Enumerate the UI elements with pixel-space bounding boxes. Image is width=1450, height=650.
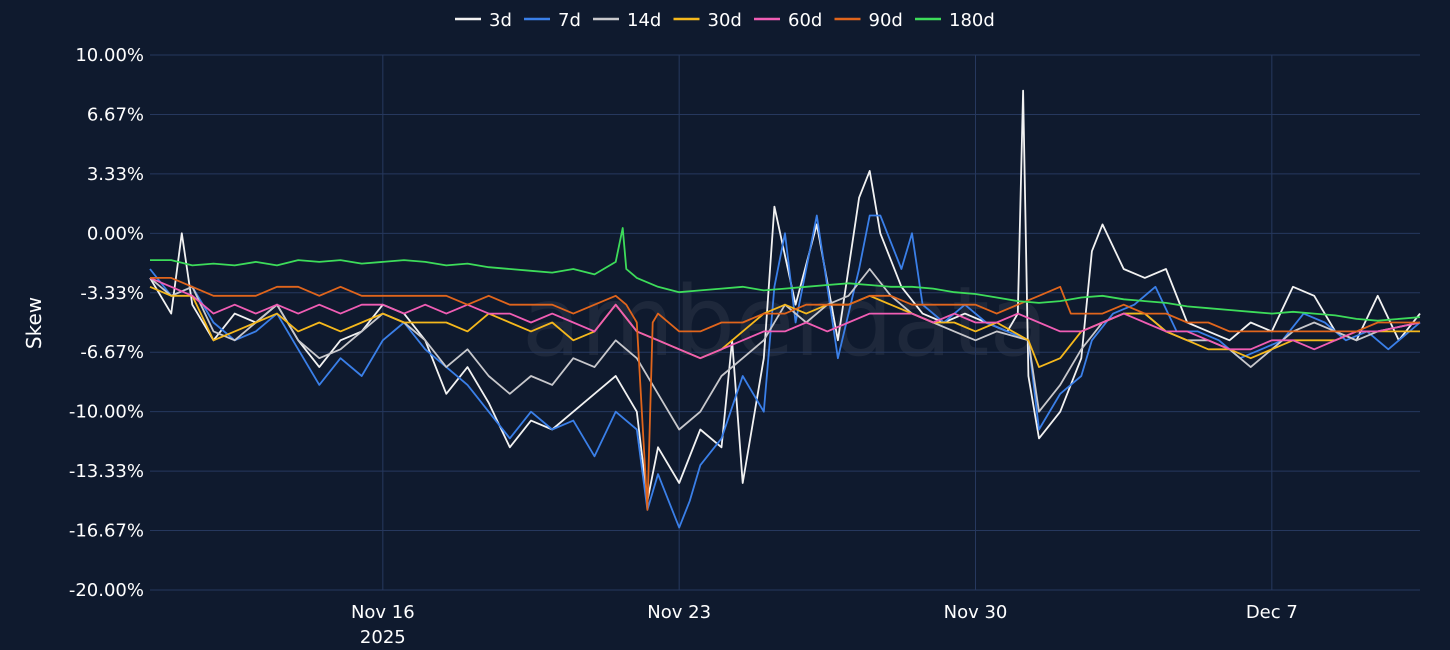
legend-label: 7d — [558, 10, 581, 31]
legend-item-7d[interactable]: 7d — [524, 10, 581, 31]
legend-item-180d[interactable]: 180d — [915, 10, 995, 31]
legend-item-90d[interactable]: 90d — [834, 10, 903, 31]
y-tick-label: -13.33% — [69, 461, 144, 482]
legend-label: 30d — [708, 10, 742, 31]
y-tick-label: -3.33% — [80, 283, 144, 304]
grid-lines — [150, 54, 1420, 591]
legend-label: 180d — [949, 10, 995, 31]
x-tick-label: Dec 7 — [1246, 602, 1298, 623]
x-axis-ticks: Nov 16 2025 Nov 23 Nov 30 Dec 7 — [351, 602, 1298, 648]
x-tick-label: Nov 16 — [351, 602, 415, 623]
legend-item-3d[interactable]: 3d — [455, 10, 512, 31]
y-axis-ticks: 10.00% 6.67% 3.33% 0.00% -3.33% -6.67% -10.00%… — [69, 45, 144, 601]
legend-item-14d[interactable]: 14d — [593, 10, 661, 31]
y-tick-label: -20.00% — [69, 580, 144, 601]
y-tick-label: 0.00% — [87, 223, 144, 244]
y-tick-label: -6.67% — [80, 342, 144, 363]
series-line-180d — [150, 227, 1421, 322]
x-tick-label: Nov 30 — [944, 602, 1008, 623]
series-line-14d — [149, 268, 1421, 431]
y-tick-label: 10.00% — [75, 45, 144, 66]
x-tick-sublabel: 2025 — [360, 627, 406, 648]
y-tick-label: 6.67% — [87, 104, 144, 125]
y-tick-label: -10.00% — [69, 402, 144, 423]
legend-label: 14d — [627, 10, 661, 31]
y-axis-title: Skew — [22, 297, 46, 349]
series-line-30d — [149, 285, 1420, 369]
legend-item-30d[interactable]: 30d — [673, 10, 742, 31]
legend-label: 90d — [869, 10, 903, 31]
series-line-60d — [149, 277, 1421, 360]
legend-label: 60d — [788, 10, 822, 31]
legend-item-60d[interactable]: 60d — [754, 10, 822, 31]
series-lines — [149, 89, 1421, 529]
y-tick-label: -16.67% — [69, 521, 144, 542]
watermark: amberdata — [522, 266, 1048, 378]
x-tick-label: Nov 23 — [647, 602, 711, 623]
legend-label: 3d — [489, 10, 512, 31]
y-tick-label: 3.33% — [87, 164, 144, 185]
legend: 3d 7d 14d 30d 60d 90d 180d — [455, 10, 995, 31]
series-line-90d — [150, 276, 1420, 511]
